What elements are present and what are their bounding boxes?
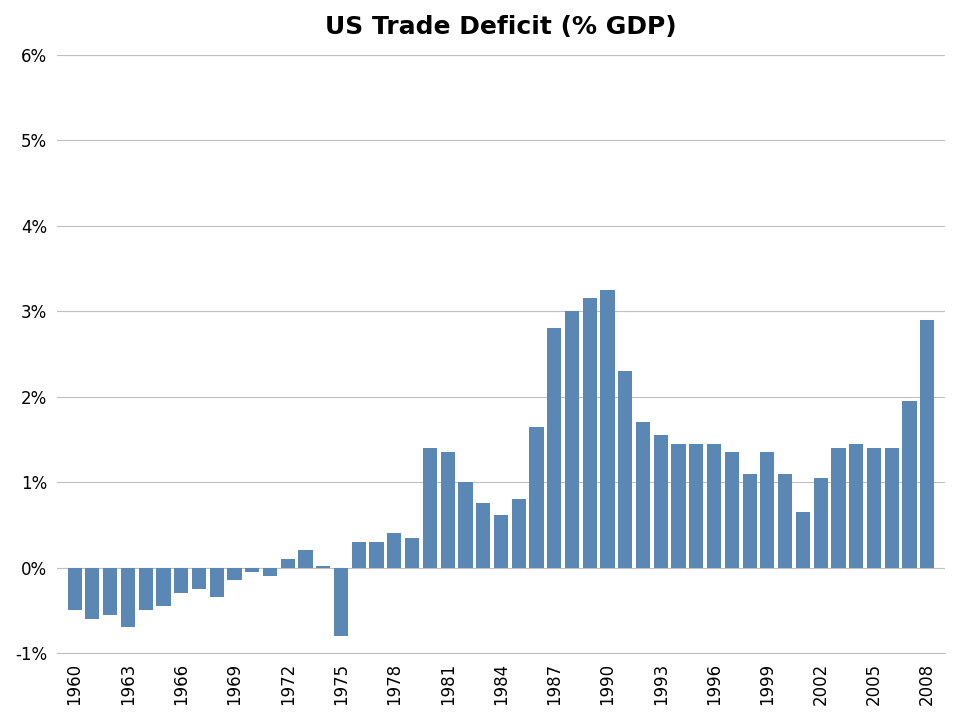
Bar [654,435,668,567]
Bar [760,452,775,567]
Bar [441,452,455,567]
Bar [547,328,562,567]
Bar [174,567,188,593]
Bar [813,478,828,567]
Bar [299,551,313,567]
Bar [778,474,792,567]
Bar [600,290,614,567]
Bar [209,567,224,598]
Bar [138,567,153,611]
Bar [334,567,348,636]
Bar [476,503,491,567]
Bar [245,567,259,572]
Bar [263,567,277,576]
Bar [387,534,401,567]
Bar [121,567,135,627]
Bar [405,538,420,567]
Bar [902,401,917,567]
Bar [103,567,117,615]
Bar [707,444,721,567]
Bar [831,448,846,567]
Bar [796,512,810,567]
Bar [493,515,508,567]
Bar [884,448,899,567]
Bar [280,559,295,567]
Bar [583,298,597,567]
Bar [920,320,934,567]
Bar [351,542,366,567]
Bar [849,444,863,567]
Bar [192,567,206,589]
Bar [156,567,171,606]
Bar [458,482,472,567]
Bar [316,566,330,567]
Bar [422,448,437,567]
Bar [67,567,82,611]
Bar [85,567,100,619]
Bar [689,444,704,567]
Bar [725,452,739,567]
Bar [564,311,579,567]
Bar [618,371,633,567]
Bar [867,448,881,567]
Bar [636,423,650,567]
Bar [671,444,685,567]
Title: US Trade Deficit (% GDP): US Trade Deficit (% GDP) [325,15,677,39]
Bar [529,426,543,567]
Bar [742,474,756,567]
Bar [228,567,242,580]
Bar [512,499,526,567]
Bar [370,542,384,567]
